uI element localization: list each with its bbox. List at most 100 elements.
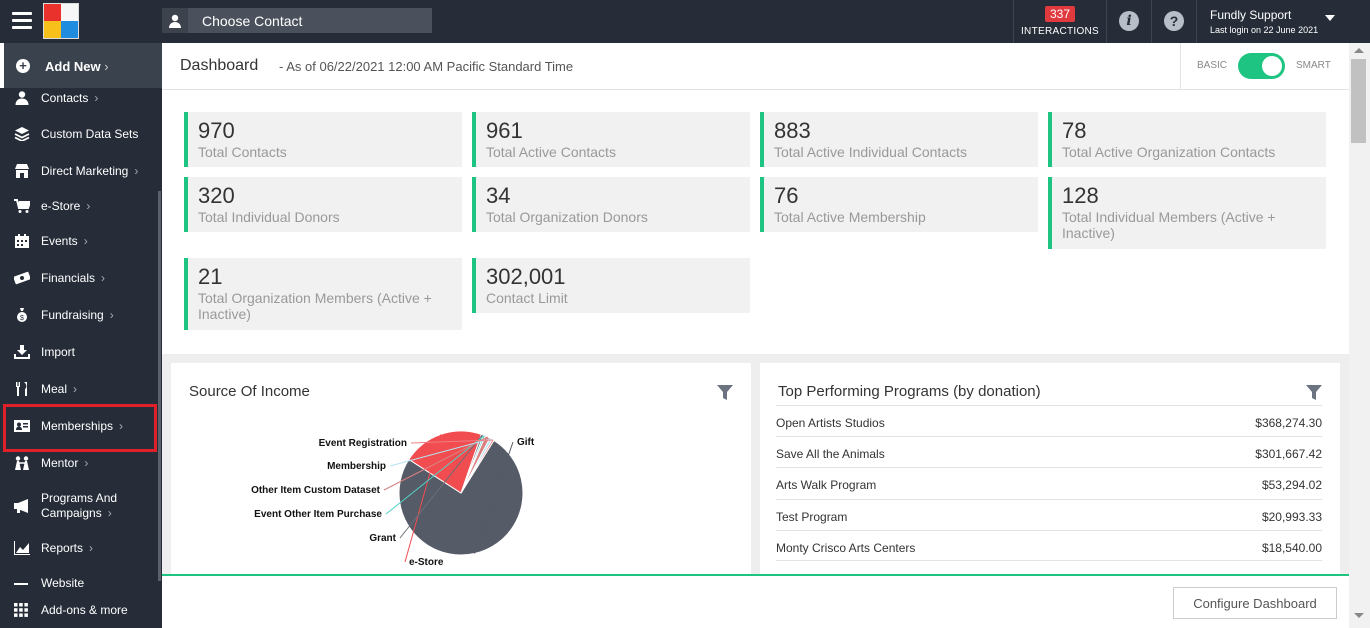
interactions-button[interactable]: 337 INTERACTIONS [1014, 0, 1106, 43]
stat-label: Total Active Membership [774, 209, 926, 225]
sidebar-item-direct-marketing[interactable]: Direct Marketing › [0, 162, 158, 182]
panel-title: Top Performing Programs (by donation) [778, 383, 1041, 400]
sidebar-item-label: Custom Data Sets [41, 127, 139, 141]
divider [1151, 0, 1152, 43]
sidebar-item-financials[interactable]: Financials › [0, 269, 158, 289]
stat-value: 970 [198, 118, 235, 143]
sidebar-item-label: Events [41, 234, 78, 248]
stat-label: Total Organization Members (Active + Ina… [198, 290, 432, 322]
toggle-knob [1262, 56, 1282, 76]
people-icon [15, 456, 29, 470]
sidebar-item-website[interactable]: Website [0, 574, 158, 594]
help-icon[interactable]: ? [1164, 11, 1184, 31]
page-scrollbar[interactable] [1349, 43, 1370, 628]
basic-smart-toggle[interactable] [1238, 53, 1285, 79]
sidebar-item-label: Reports [41, 541, 84, 555]
pie-label: Event Registration [319, 438, 407, 449]
stat-card[interactable]: 21 Total Organization Members (Active + I… [184, 258, 462, 330]
table-row: Monty Crisco Arts Centers $18,540.00 [776, 530, 1322, 561]
stat-label: Total Contacts [198, 144, 287, 160]
stat-card[interactable]: 302,001 Contact Limit [472, 258, 750, 313]
sidebar-item-label: e-Store [41, 199, 81, 213]
choose-contact-dropdown[interactable]: Choose Contact [162, 8, 432, 33]
last-login: Last login on 22 June 2021 [1210, 25, 1319, 35]
sidebar-item-mentor[interactable]: Mentor › [0, 454, 158, 474]
plus-icon: + [16, 59, 30, 73]
sidebar-item-memberships[interactable]: Memberships › [0, 417, 158, 437]
program-amount: $18,540.00 [1261, 541, 1322, 555]
pie-label: Grant [369, 533, 396, 544]
person-icon [15, 91, 29, 105]
sidebar-item-events[interactable]: Events › [0, 232, 158, 252]
svg-text:$: $ [20, 315, 24, 322]
stat-value: 34 [486, 183, 511, 208]
pie-leader-line [385, 435, 485, 515]
stat-card[interactable]: 320 Total Individual Donors [184, 177, 462, 232]
smart-label: SMART [1296, 60, 1331, 71]
filter-icon[interactable] [717, 385, 733, 401]
sidebar-item-fundraising[interactable]: $ Fundraising › [0, 306, 158, 326]
sidebar-item-meal[interactable]: Meal › [0, 380, 158, 400]
info-icon[interactable]: i [1119, 11, 1139, 31]
stat-label: Total Active Contacts [486, 144, 616, 160]
stat-value: 76 [774, 183, 799, 208]
program-amount: $301,667.42 [1255, 447, 1322, 461]
stat-card[interactable]: 76 Total Active Membership [760, 177, 1038, 232]
scroll-thumb[interactable] [1351, 59, 1366, 143]
as-of-date: - As of 06/22/2021 12:00 AM Pacific Stan… [279, 59, 574, 74]
sidebar-item-label: Import [41, 345, 76, 359]
logo-red [44, 4, 61, 21]
stat-card[interactable]: 883 Total Active Individual Contacts [760, 112, 1038, 167]
sidebar-item-programs-and-campaigns[interactable]: Programs And Campaigns › [0, 489, 158, 525]
sidebar-item-label: Financials [41, 271, 96, 285]
sidebar-item-label: Memberships [41, 419, 114, 433]
program-amount: $368,274.30 [1255, 416, 1322, 430]
stat-value: 961 [486, 118, 523, 143]
sidebar-item-label: Programs And [41, 491, 118, 505]
sidebar-item-custom-data-sets[interactable]: Custom Data Sets [0, 125, 158, 145]
dashboard-header: Dashboard - As of 06/22/2021 12:00 AM Pa… [162, 43, 1349, 90]
sidebar-item-e-store[interactable]: e-Store › [0, 197, 158, 217]
stat-card[interactable]: 961 Total Active Contacts [472, 112, 750, 167]
program-name: Test Program [776, 510, 848, 524]
pie-label: Event Other Item Purchase [254, 509, 382, 520]
add-new-label: Add New › [45, 59, 109, 74]
stat-card[interactable]: 78 Total Active Organization Contacts [1048, 112, 1326, 167]
logo-yellow [44, 21, 61, 38]
user-name: Fundly Support [1210, 8, 1292, 22]
pie-label: e-Store [409, 557, 444, 568]
pie-leader-line [410, 439, 494, 444]
stat-label: Total Organization Donors [486, 209, 648, 225]
stat-card[interactable]: 970 Total Contacts [184, 112, 462, 167]
sidebar-scrollbar[interactable] [158, 191, 161, 581]
stat-label: Total Active Individual Contacts [774, 144, 967, 160]
user-menu[interactable]: Fundly Support Last login on 22 June 202… [1210, 8, 1318, 35]
pie-slice-event-registration[interactable] [460, 438, 495, 494]
stat-card[interactable]: 34 Total Organization Donors [472, 177, 750, 232]
sidebar-item-reports[interactable]: Reports › [0, 539, 158, 559]
person-icon [162, 8, 188, 33]
filter-icon[interactable] [1306, 385, 1322, 401]
program-name: Open Artists Studios [776, 416, 885, 430]
import-icon [14, 345, 30, 359]
program-amount: $20,993.33 [1261, 510, 1322, 524]
scroll-down-arrow-icon[interactable] [1354, 613, 1364, 618]
stat-card[interactable]: 128 Total Individual Members (Active + In… [1048, 177, 1326, 249]
sidebar-item-import[interactable]: Import [0, 343, 158, 363]
add-new-button[interactable]: + Add New › [0, 43, 162, 88]
configure-dashboard-button[interactable]: Configure Dashboard [1173, 587, 1337, 619]
table-row: Test Program $20,993.33 [776, 499, 1322, 530]
add-ons-button[interactable]: Add-ons & more [0, 591, 162, 628]
panel-title: Source Of Income [189, 383, 310, 400]
sidebar-item-label: Website [41, 576, 85, 590]
pie-leader-line [383, 436, 488, 491]
scroll-up-arrow-icon[interactable] [1354, 48, 1364, 53]
money-icon [14, 271, 30, 285]
app-logo[interactable] [43, 3, 79, 39]
hamburger-menu-icon[interactable] [12, 12, 32, 30]
chevron-down-icon[interactable] [1325, 15, 1335, 21]
source-of-income-panel: Source Of Income Gift e-Store Grant Event O… [171, 363, 751, 578]
sidebar-item-contacts[interactable]: Contacts › [0, 89, 158, 109]
moneybag-icon: $ [17, 308, 27, 322]
sidebar: + Add New › Contacts › Custom Data Sets D… [0, 43, 162, 628]
